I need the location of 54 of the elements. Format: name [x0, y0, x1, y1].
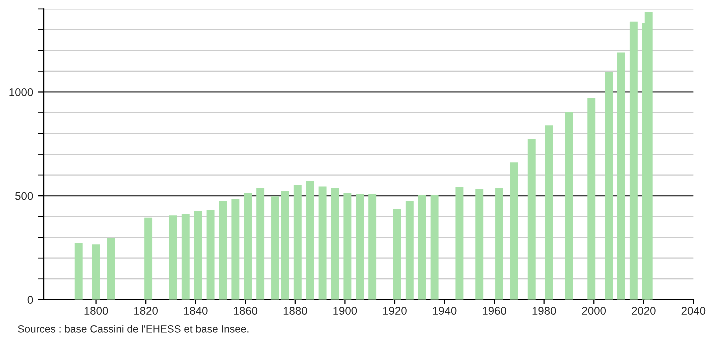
y-tick-label: 500: [16, 192, 34, 200]
x-tick-label: 1940: [433, 307, 457, 315]
bar: [510, 162, 518, 300]
bar: [306, 181, 314, 300]
bar: [244, 193, 252, 300]
y-tick-label: 0: [28, 296, 34, 304]
bar: [588, 98, 596, 300]
bar: [107, 238, 116, 300]
bar: [194, 211, 202, 300]
source-note: Sources : base Cassini de l'EHESS et base Insee.: [18, 325, 249, 333]
x-tick-label: 1880: [284, 307, 308, 315]
bar: [476, 189, 484, 300]
bar: [430, 195, 439, 300]
bar: [294, 185, 302, 300]
bar: [644, 12, 653, 300]
x-tick-label: 2000: [582, 307, 606, 315]
x-tick-label: 1800: [84, 307, 108, 315]
bar: [344, 193, 352, 300]
bar: [272, 196, 280, 300]
x-tick-label: 1920: [383, 307, 407, 315]
bar: [393, 210, 402, 300]
bar: [406, 201, 414, 300]
bar: [318, 186, 327, 300]
bar: [92, 244, 100, 300]
x-tick-label: 1860: [234, 307, 258, 315]
bar: [331, 188, 340, 300]
x-tick-label: 2040: [682, 307, 706, 315]
bar: [528, 139, 536, 300]
bar: [368, 194, 377, 300]
bar: [545, 126, 554, 300]
bar: [356, 194, 364, 300]
bar: [605, 72, 614, 300]
bar: [281, 191, 290, 300]
bar: [456, 187, 464, 300]
y-tick-label: 1000: [10, 88, 34, 96]
bar: [182, 214, 190, 300]
x-tick-label: 1960: [483, 307, 506, 315]
bar: [418, 195, 426, 300]
x-tick-label: 1980: [532, 307, 556, 315]
x-tick-label: 1900: [334, 307, 358, 315]
bar: [565, 112, 574, 300]
bar: [169, 216, 178, 300]
bar: [219, 201, 228, 300]
bar: [496, 188, 504, 300]
x-tick-label: 1820: [134, 307, 158, 315]
bar: [232, 199, 240, 300]
bar: [144, 218, 153, 300]
bar: [256, 188, 265, 300]
x-tick-label: 2020: [632, 307, 656, 315]
bar: [618, 52, 626, 300]
x-tick-label: 1840: [184, 307, 208, 315]
bar: [206, 210, 215, 300]
bar: [630, 22, 638, 300]
bar: [74, 242, 83, 300]
